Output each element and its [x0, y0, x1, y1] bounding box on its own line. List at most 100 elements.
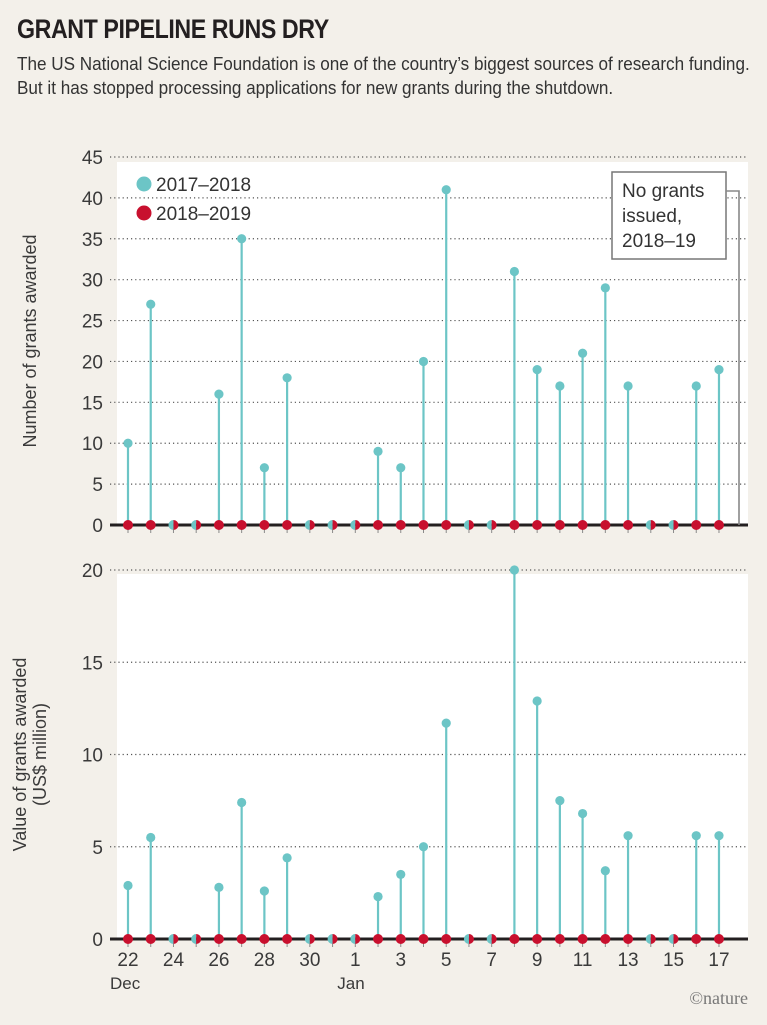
dot-2018-2019	[373, 934, 383, 944]
dot-2017-2018	[260, 463, 269, 472]
dot-2017-2018	[601, 283, 610, 292]
dot-2018-2019	[555, 934, 565, 944]
dot-2018-2019	[396, 934, 406, 944]
dot-2017-2018	[283, 373, 292, 382]
dot-2017-2018	[555, 381, 564, 390]
y-tick-label: 40	[82, 189, 103, 210]
annotation-text: No grants	[622, 181, 704, 202]
y-tick-label: 10	[82, 746, 103, 767]
dot-2018-2019	[418, 934, 428, 944]
dot-2018-2019	[237, 934, 247, 944]
dot-2018-2019	[259, 934, 269, 944]
x-tick-label: 15	[663, 950, 684, 971]
dot-2017-2018	[396, 463, 405, 472]
dot-2017-2018	[283, 853, 292, 862]
x-tick-label: 3	[395, 950, 406, 971]
dot-2017-2018	[601, 866, 610, 875]
dot-2017-2018	[237, 234, 246, 243]
dot-2018-2019	[146, 520, 156, 530]
x-tick-label: 7	[486, 950, 497, 971]
dot-2017-2018	[373, 892, 382, 901]
dot-2018-2019	[418, 520, 428, 530]
x-tick-label: 5	[441, 950, 452, 971]
dot-2017-2018	[510, 267, 519, 276]
dot-2018-2019	[214, 520, 224, 530]
plot-area	[117, 574, 748, 939]
x-tick-label: 22	[117, 950, 138, 971]
y-tick-label: 35	[82, 230, 103, 251]
dot-2018-2019	[623, 520, 633, 530]
dot-2018-2019	[441, 520, 451, 530]
y-tick-label: 5	[92, 838, 103, 859]
dot-2018-2019	[623, 934, 633, 944]
dot-2017-2018	[442, 185, 451, 194]
legend-marker	[137, 206, 152, 221]
grants-count-chart: 051015202530354045Number of grants award…	[20, 148, 748, 537]
dot-2017-2018	[555, 796, 564, 805]
dot-2018-2019	[600, 520, 610, 530]
dot-2018-2019	[282, 934, 292, 944]
y-tick-label: 45	[82, 148, 103, 169]
dot-2018-2019	[691, 520, 701, 530]
dot-2017-2018	[533, 365, 542, 374]
dot-2018-2019	[532, 934, 542, 944]
y-axis-title: Number of grants awarded	[20, 234, 40, 447]
dot-2018-2019	[714, 934, 724, 944]
y-tick-label: 20	[82, 561, 103, 582]
dot-2017-2018	[396, 870, 405, 879]
dot-2017-2018	[623, 381, 632, 390]
dot-2018-2019	[578, 520, 588, 530]
dot-2018-2019	[441, 934, 451, 944]
dot-2017-2018	[419, 842, 428, 851]
dot-2017-2018	[373, 447, 382, 456]
x-tick-label: 1	[350, 950, 361, 971]
dot-2018-2019	[714, 520, 724, 530]
dot-2017-2018	[578, 809, 587, 818]
dot-2018-2019	[600, 934, 610, 944]
dot-2017-2018	[260, 886, 269, 895]
x-tick-label: 17	[708, 950, 729, 971]
dot-2018-2019	[146, 934, 156, 944]
x-tick-label: 11	[573, 950, 593, 971]
dot-2017-2018	[419, 357, 428, 366]
y-tick-label: 15	[82, 653, 103, 674]
dot-2017-2018	[714, 831, 723, 840]
y-axis-title: Value of grants awarded	[10, 658, 30, 852]
y-tick-label: 0	[92, 930, 103, 951]
x-tick-label: 13	[617, 950, 638, 971]
dot-2018-2019	[555, 520, 565, 530]
dot-2017-2018	[714, 365, 723, 374]
dot-2017-2018	[123, 881, 132, 890]
dot-2017-2018	[146, 300, 155, 309]
dot-2017-2018	[578, 349, 587, 358]
dot-2017-2018	[214, 390, 223, 399]
dot-2017-2018	[692, 381, 701, 390]
dot-2018-2019	[532, 520, 542, 530]
dot-2018-2019	[282, 520, 292, 530]
dot-2018-2019	[373, 520, 383, 530]
dot-2018-2019	[214, 934, 224, 944]
dot-2018-2019	[396, 520, 406, 530]
annotation-text: 2018–19	[622, 231, 696, 252]
y-tick-label: 20	[82, 352, 103, 373]
dot-2018-2019	[237, 520, 247, 530]
x-tick-label: 30	[299, 950, 320, 971]
dot-2017-2018	[442, 719, 451, 728]
dot-2018-2019	[578, 934, 588, 944]
nature-credit: ©nature	[689, 988, 748, 1008]
dot-2017-2018	[146, 833, 155, 842]
y-tick-label: 15	[82, 393, 103, 414]
dot-2017-2018	[237, 798, 246, 807]
dot-2017-2018	[214, 883, 223, 892]
y-tick-label: 30	[82, 271, 103, 292]
dot-2018-2019	[123, 934, 133, 944]
grants-value-chart: 05101520Value of grants awarded(US$ mill…	[10, 561, 748, 993]
y-tick-label: 5	[92, 475, 103, 496]
dot-2017-2018	[692, 831, 701, 840]
y-tick-label: 10	[82, 434, 103, 455]
y-tick-label: 25	[82, 312, 103, 333]
annotation-text: issued,	[622, 206, 682, 227]
x-month-label: Dec	[110, 974, 141, 993]
dot-2018-2019	[123, 520, 133, 530]
dot-2017-2018	[533, 696, 542, 705]
